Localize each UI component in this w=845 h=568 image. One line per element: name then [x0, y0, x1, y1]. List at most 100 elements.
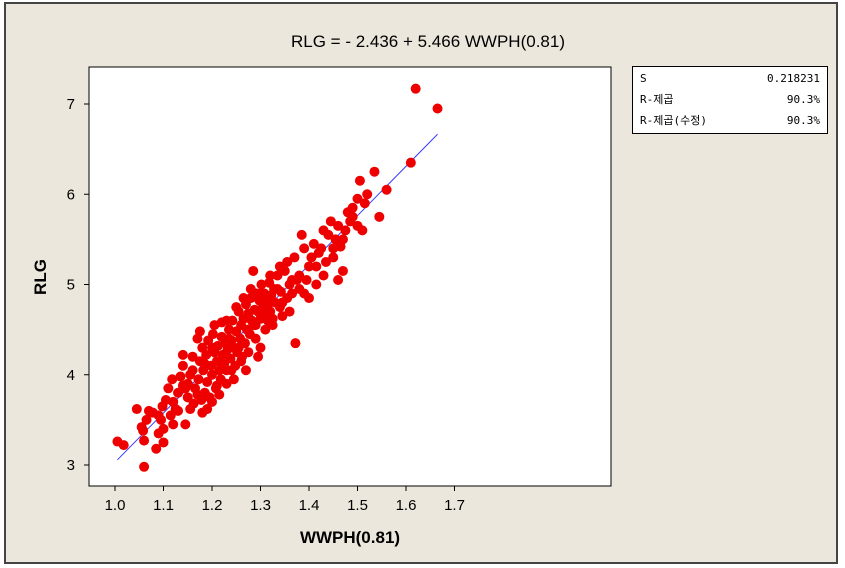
data-point — [311, 279, 322, 290]
data-point — [177, 360, 188, 371]
data-point — [328, 252, 339, 263]
data-point — [301, 274, 312, 285]
x-axis: 1.0 1.1 1.2 1.3 1.4 1.5 1.6 1.7 — [105, 486, 465, 514]
data-point — [131, 404, 142, 415]
data-point — [233, 342, 244, 353]
data-point — [274, 261, 285, 272]
data-point — [287, 274, 298, 285]
data-point — [188, 398, 199, 409]
data-point — [290, 338, 301, 349]
data-point — [253, 351, 264, 362]
data-point — [432, 103, 443, 114]
data-point — [245, 284, 256, 295]
x-tick-label: 1.5 — [347, 497, 368, 514]
data-point — [201, 349, 212, 360]
plot-area — [88, 66, 612, 487]
x-tick-label: 1.1 — [153, 497, 174, 514]
data-point — [207, 369, 217, 380]
data-point — [187, 351, 198, 362]
data-point — [250, 333, 261, 344]
data-point — [328, 243, 339, 254]
data-point — [225, 353, 236, 364]
stat-value: 0.218231 — [767, 71, 820, 85]
data-point — [180, 383, 191, 394]
data-point — [221, 378, 232, 389]
data-point — [347, 202, 358, 213]
data-points — [112, 83, 443, 472]
data-point — [141, 414, 152, 425]
data-point — [323, 229, 334, 240]
data-point — [177, 349, 188, 360]
x-tick-label: 1.4 — [299, 497, 320, 514]
data-point — [337, 265, 348, 276]
data-point — [308, 238, 319, 249]
data-point — [354, 175, 365, 186]
data-point — [231, 302, 242, 313]
data-point — [369, 166, 380, 177]
data-point — [192, 333, 203, 344]
data-point — [272, 270, 283, 281]
data-point — [180, 419, 191, 430]
data-point — [151, 443, 162, 454]
data-point — [168, 419, 179, 430]
data-point — [153, 410, 164, 421]
chart-title: RLG = - 2.436 + 5.466 WWPH(0.81) — [291, 32, 565, 51]
data-point — [330, 234, 341, 245]
data-point — [359, 198, 370, 209]
data-point — [175, 371, 186, 382]
data-point — [139, 461, 150, 472]
data-point — [173, 387, 184, 398]
data-point — [296, 229, 307, 240]
data-point — [311, 261, 322, 272]
y-axis-label: RLG — [31, 259, 50, 295]
data-point — [226, 365, 237, 376]
data-point — [272, 284, 283, 295]
data-point — [248, 265, 259, 276]
data-point — [167, 374, 178, 385]
x-tick-label: 1.7 — [444, 497, 465, 514]
stat-row-r-squared: R-제곱 90.3% — [640, 90, 820, 108]
data-point — [185, 369, 196, 380]
data-point — [211, 380, 222, 391]
data-point — [199, 358, 210, 369]
data-point — [294, 270, 305, 281]
data-point — [262, 315, 273, 326]
data-point — [337, 234, 348, 245]
data-point — [405, 157, 416, 168]
data-point — [325, 216, 336, 227]
data-point — [265, 270, 276, 281]
data-point — [316, 243, 327, 254]
stat-label: R-제곱 — [640, 93, 674, 106]
data-point — [243, 347, 254, 358]
data-point — [306, 252, 317, 263]
data-point — [320, 256, 331, 267]
data-point — [158, 423, 169, 434]
x-tick-label: 1.0 — [105, 497, 126, 514]
data-point — [318, 270, 329, 281]
data-point — [207, 329, 218, 340]
data-point — [163, 383, 174, 394]
data-point — [347, 211, 358, 222]
data-point — [202, 376, 213, 387]
data-point — [158, 437, 169, 448]
data-point — [207, 342, 217, 353]
data-point — [197, 407, 208, 418]
regression-summary-box: S 0.218231 R-제곱 90.3% R-제곱(수정) 90.3% — [632, 66, 828, 134]
data-point — [289, 252, 300, 263]
stat-row-r-squared-adj: R-제곱(수정) 90.3% — [640, 111, 820, 129]
stat-value: 90.3% — [786, 92, 820, 106]
x-tick-label: 1.3 — [250, 497, 271, 514]
stat-row-s: S 0.218231 — [640, 69, 820, 87]
data-point — [173, 405, 184, 416]
data-point — [207, 396, 217, 407]
data-point — [255, 288, 266, 299]
data-point — [304, 293, 314, 304]
y-tick-label: 5 — [67, 277, 75, 294]
data-point — [138, 425, 149, 436]
data-point — [282, 256, 293, 267]
y-tick-label: 3 — [67, 457, 75, 474]
data-point — [256, 279, 267, 290]
data-point — [284, 306, 295, 317]
data-point — [277, 311, 288, 322]
